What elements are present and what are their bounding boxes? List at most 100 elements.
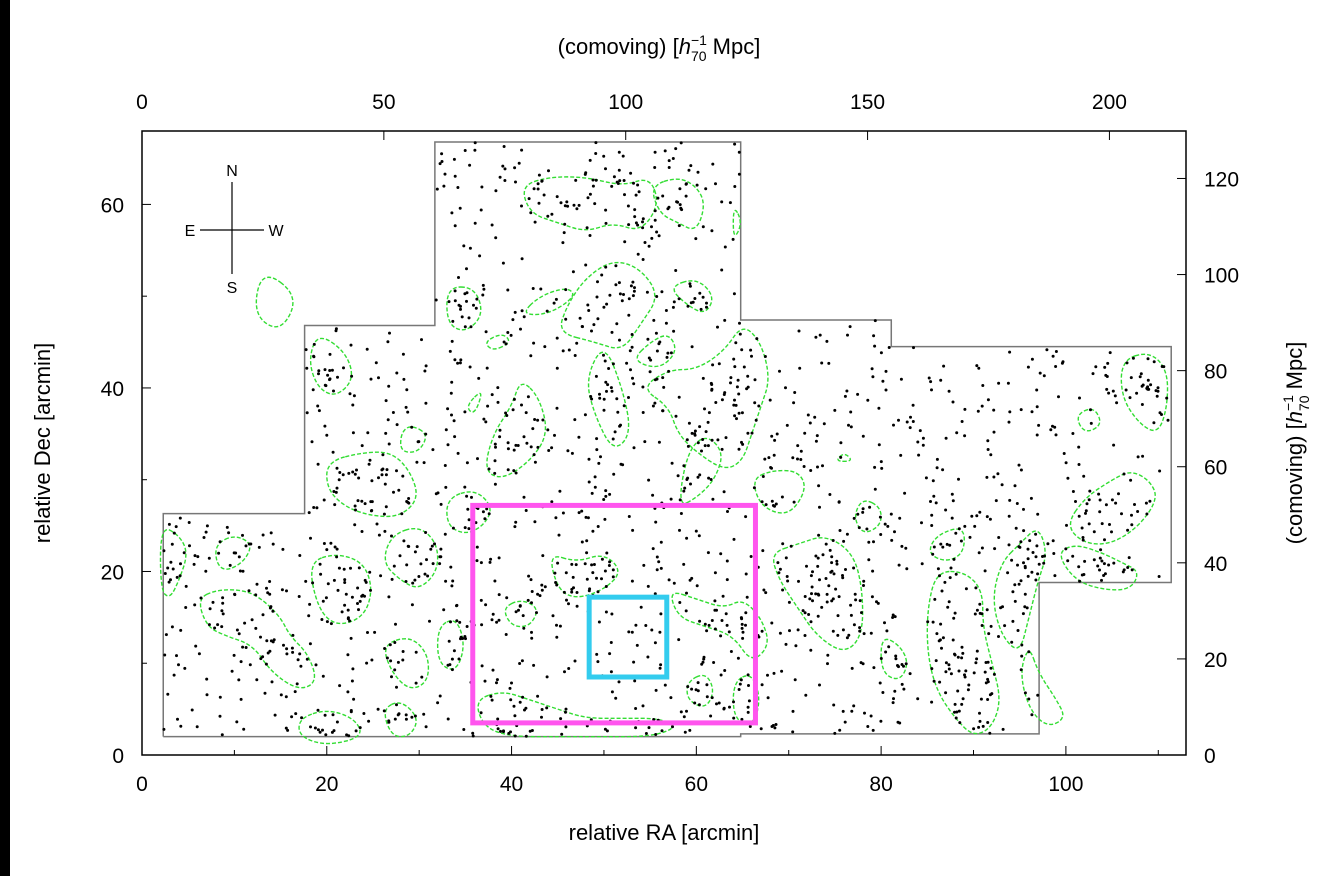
galaxy-point <box>506 331 510 334</box>
galaxy-point <box>490 223 494 227</box>
galaxy-point <box>540 583 544 587</box>
galaxy-point <box>693 297 697 300</box>
galaxy-point <box>337 478 341 482</box>
galaxy-point <box>342 366 345 370</box>
galaxy-point <box>363 502 367 506</box>
galaxy-point <box>616 410 620 414</box>
galaxy-point <box>1025 606 1029 610</box>
galaxy-point <box>641 217 645 221</box>
galaxy-point <box>621 154 625 158</box>
galaxy-point <box>573 354 577 357</box>
galaxy-point <box>831 539 835 542</box>
density-contour <box>446 286 482 331</box>
galaxy-point <box>986 439 990 443</box>
galaxy-point <box>575 591 579 594</box>
galaxy-point <box>518 662 522 665</box>
galaxy-point <box>707 623 711 627</box>
galaxy-point <box>335 486 339 490</box>
galaxy-point <box>987 632 991 636</box>
galaxy-point <box>221 612 225 616</box>
galaxy-point <box>1022 529 1026 533</box>
galaxy-point <box>1097 492 1101 496</box>
galaxy-point <box>475 545 479 549</box>
galaxy-point <box>550 500 554 504</box>
galaxy-point <box>754 418 758 422</box>
galaxy-point <box>243 621 247 625</box>
galaxy-point <box>672 581 676 585</box>
galaxy-point <box>208 607 212 611</box>
galaxy-point <box>1016 629 1020 632</box>
galaxy-point <box>705 629 709 633</box>
galaxy-point <box>325 620 329 624</box>
galaxy-point <box>956 689 960 693</box>
galaxy-point <box>652 318 656 322</box>
galaxy-point <box>741 630 745 634</box>
galaxy-point <box>604 380 608 384</box>
galaxy-point <box>280 588 284 592</box>
galaxy-point <box>1110 530 1113 534</box>
galaxy-point <box>554 297 558 301</box>
galaxy-point <box>352 697 356 701</box>
galaxy-point <box>351 431 355 435</box>
galaxy-point <box>792 500 796 504</box>
galaxy-point <box>705 695 709 699</box>
galaxy-point <box>732 292 736 296</box>
galaxy-point <box>369 509 373 513</box>
galaxy-point <box>622 179 626 182</box>
galaxy-point <box>594 152 598 155</box>
galaxy-point <box>483 679 487 683</box>
galaxy-point <box>654 520 658 524</box>
density-contour <box>1021 651 1064 726</box>
galaxy-point <box>843 720 847 724</box>
galaxy-point <box>706 551 710 555</box>
galaxy-point <box>1008 350 1012 354</box>
galaxy-point <box>680 208 684 212</box>
galaxy-point <box>898 516 902 520</box>
galaxy-point <box>963 434 967 438</box>
galaxy-point <box>382 512 386 516</box>
galaxy-point <box>1128 396 1132 400</box>
galaxy-point <box>424 401 428 405</box>
galaxy-point <box>551 614 555 618</box>
galaxy-point <box>328 378 331 382</box>
galaxy-point <box>495 681 498 685</box>
galaxy-point <box>737 447 741 451</box>
galaxy-point <box>893 615 897 619</box>
galaxy-point <box>713 571 717 575</box>
galaxy-point <box>1146 378 1150 382</box>
galaxy-point <box>975 649 979 653</box>
galaxy-point <box>735 385 739 389</box>
galaxy-point <box>448 663 452 667</box>
galaxy-point <box>838 728 842 732</box>
galaxy-point <box>346 690 350 694</box>
galaxy-point <box>655 349 659 353</box>
galaxy-point <box>1023 566 1027 570</box>
galaxy-point <box>177 663 180 667</box>
galaxy-point <box>179 628 183 632</box>
galaxy-point <box>530 630 533 634</box>
galaxy-point <box>499 729 502 733</box>
galaxy-point <box>328 352 332 356</box>
galaxy-point <box>489 557 493 561</box>
galaxy-point <box>921 436 925 440</box>
galaxy-point <box>590 329 593 333</box>
galaxy-point <box>744 515 748 519</box>
galaxy-point <box>220 733 224 737</box>
galaxy-point <box>687 421 691 425</box>
galaxy-point <box>317 409 321 413</box>
galaxy-point <box>670 461 674 465</box>
galaxy-point <box>785 423 789 427</box>
galaxy-point <box>570 590 574 594</box>
galaxy-point <box>1120 512 1123 516</box>
galaxy-point <box>343 578 347 582</box>
galaxy-point <box>586 196 590 200</box>
galaxy-point <box>452 649 456 653</box>
galaxy-point <box>678 498 682 502</box>
galaxy-point <box>205 677 209 681</box>
galaxy-point <box>446 407 450 411</box>
galaxy-point <box>1019 408 1023 412</box>
galaxy-point <box>831 629 835 633</box>
galaxy-point <box>752 486 756 490</box>
galaxy-point <box>366 631 369 634</box>
